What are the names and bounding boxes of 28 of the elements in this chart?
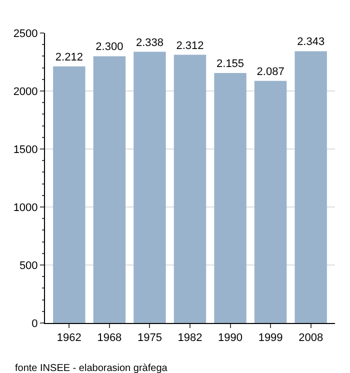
- x-tick-label: 1999: [258, 332, 283, 344]
- data-label: 2.212: [55, 51, 83, 64]
- data-label: 2.087: [256, 66, 284, 78]
- x-tick-label: 1962: [56, 332, 82, 344]
- bar: [93, 56, 126, 323]
- bar: [254, 80, 287, 323]
- bar: [174, 54, 206, 323]
- source-note: fonte INSEE - elaborasion gràfega: [15, 363, 168, 373]
- y-tick-label: 2000: [13, 86, 38, 98]
- x-tick-label: 2008: [298, 332, 324, 344]
- data-label: 2.155: [216, 58, 244, 70]
- x-tick-label: 1982: [178, 332, 202, 344]
- data-label: 2.338: [136, 36, 164, 49]
- x-tick-label: 1968: [97, 332, 122, 344]
- data-label: 2.312: [176, 40, 204, 52]
- y-tick-label: 0: [32, 318, 38, 330]
- bar: [294, 51, 327, 323]
- y-tick-label: 500: [19, 260, 38, 272]
- y-tick-label: 2500: [13, 28, 38, 40]
- x-tick-label: 1975: [137, 332, 162, 344]
- y-tick-label: 1000: [13, 202, 38, 214]
- data-label: 2.300: [96, 41, 124, 54]
- bar: [53, 66, 86, 323]
- x-tick-label: 1990: [218, 332, 243, 344]
- y-tick-label: 1500: [13, 144, 38, 156]
- bar: [134, 52, 166, 323]
- data-label: 2.343: [297, 36, 325, 48]
- bar: [214, 73, 246, 323]
